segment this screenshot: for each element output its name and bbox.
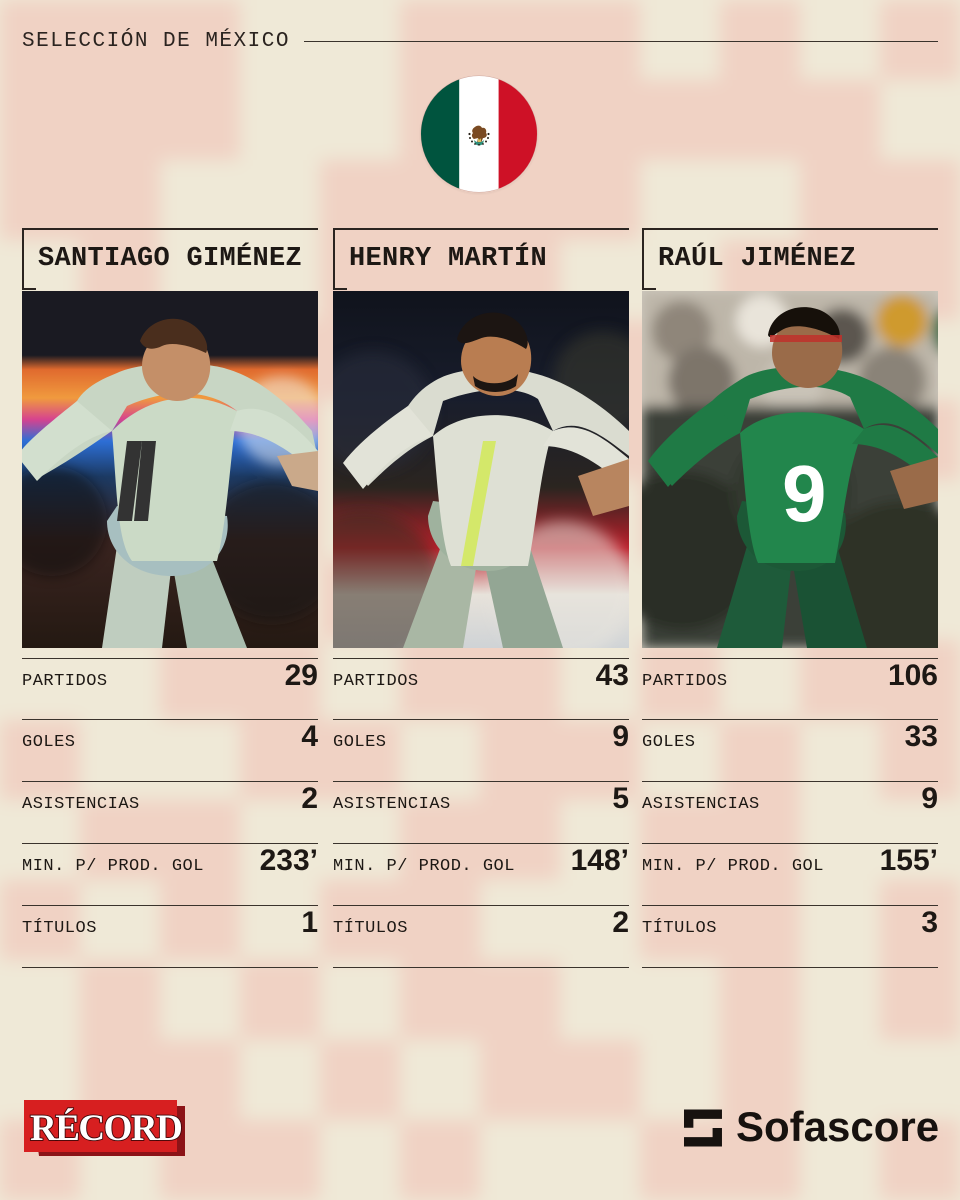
svg-text:RÉCORD: RÉCORD bbox=[30, 1107, 181, 1149]
svg-text:9: 9 bbox=[782, 449, 827, 538]
svg-text:Sofascore: Sofascore bbox=[736, 1108, 939, 1148]
